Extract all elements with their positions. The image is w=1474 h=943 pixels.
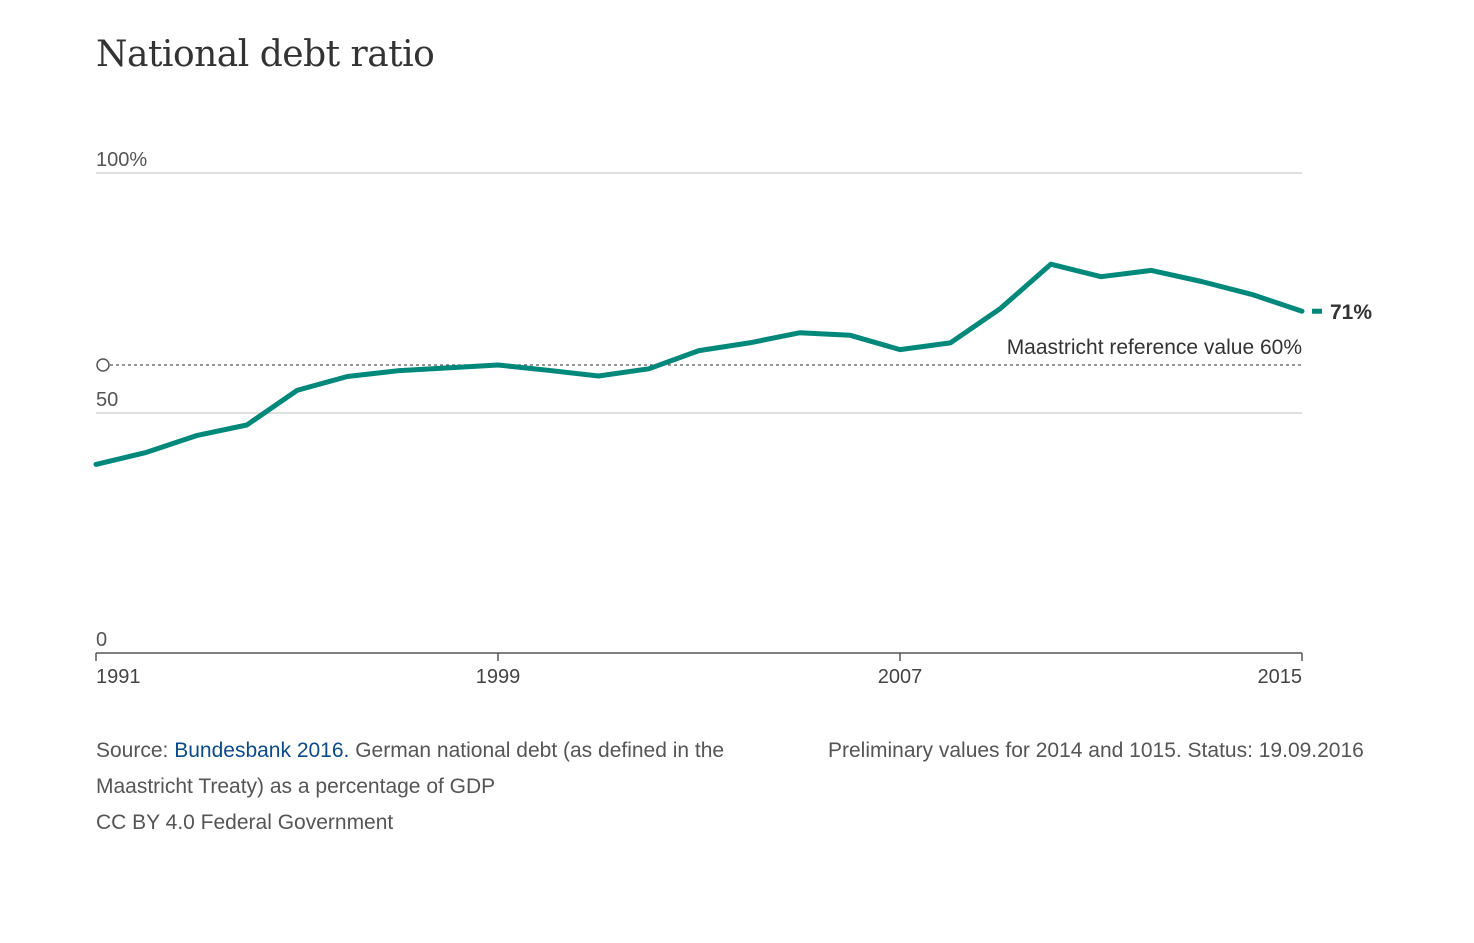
y-axis-labels: 100% 50 0: [96, 149, 147, 651]
x-tick-label: 1991: [96, 666, 141, 688]
line-chart: 100% 50 0 1991 1999 2007 2015 Maastricht refe…: [93, 149, 1372, 688]
data-point: [646, 366, 651, 371]
data-point: [697, 348, 702, 353]
source-note: Source: Bundesbank 2016. German national…: [96, 733, 736, 805]
x-tick-label: 1999: [476, 666, 521, 688]
data-point: [1099, 274, 1104, 279]
y-tick-label: 0: [96, 629, 107, 651]
data-point: [345, 374, 350, 379]
data-point: [1149, 268, 1154, 273]
data-point: [94, 462, 99, 467]
license-note: CC BY 4.0 Federal Government: [96, 811, 394, 834]
end-value-label: 71%: [1330, 301, 1372, 324]
data-point: [948, 340, 953, 345]
data-point: [244, 423, 249, 428]
data-point: [898, 347, 903, 352]
data-point: [395, 368, 400, 373]
data-point: [847, 333, 852, 338]
data-point: [747, 340, 752, 345]
data-point: [797, 330, 802, 335]
gridlines: [96, 172, 1302, 414]
data-point: [596, 374, 601, 379]
data-point: [194, 433, 199, 438]
status-note: Preliminary values for 2014 and 1015. St…: [828, 739, 1364, 762]
x-tick-label: 2015: [1258, 666, 1303, 688]
data-point: [1300, 309, 1305, 314]
x-tick-label: 2007: [878, 666, 923, 688]
series-line: [93, 261, 1305, 467]
end-value-group: 71%: [1312, 301, 1372, 324]
source-prefix: Source:: [96, 739, 175, 762]
series-group: [93, 261, 1305, 467]
data-point: [445, 365, 450, 370]
data-point: [1249, 292, 1254, 297]
data-point: [144, 450, 149, 455]
reference-marker: [96, 358, 110, 372]
chart-title: National debt ratio: [96, 34, 435, 75]
y-tick-label: 100%: [96, 149, 147, 171]
reference-line: Maastricht reference value 60%: [96, 336, 1302, 372]
data-point: [546, 368, 551, 373]
source-description: German national debt (as defined in the …: [96, 739, 725, 798]
reference-line-label: Maastricht reference value 60%: [1007, 336, 1302, 359]
data-point: [295, 388, 300, 393]
data-point: [1199, 279, 1204, 284]
y-tick-label: 50: [96, 389, 118, 411]
source-link[interactable]: Bundesbank 2016.: [174, 739, 350, 762]
data-point: [998, 306, 1003, 311]
data-point: [1048, 262, 1053, 267]
data-point: [496, 363, 501, 368]
x-axis: 1991 1999 2007 2015: [95, 652, 1303, 688]
